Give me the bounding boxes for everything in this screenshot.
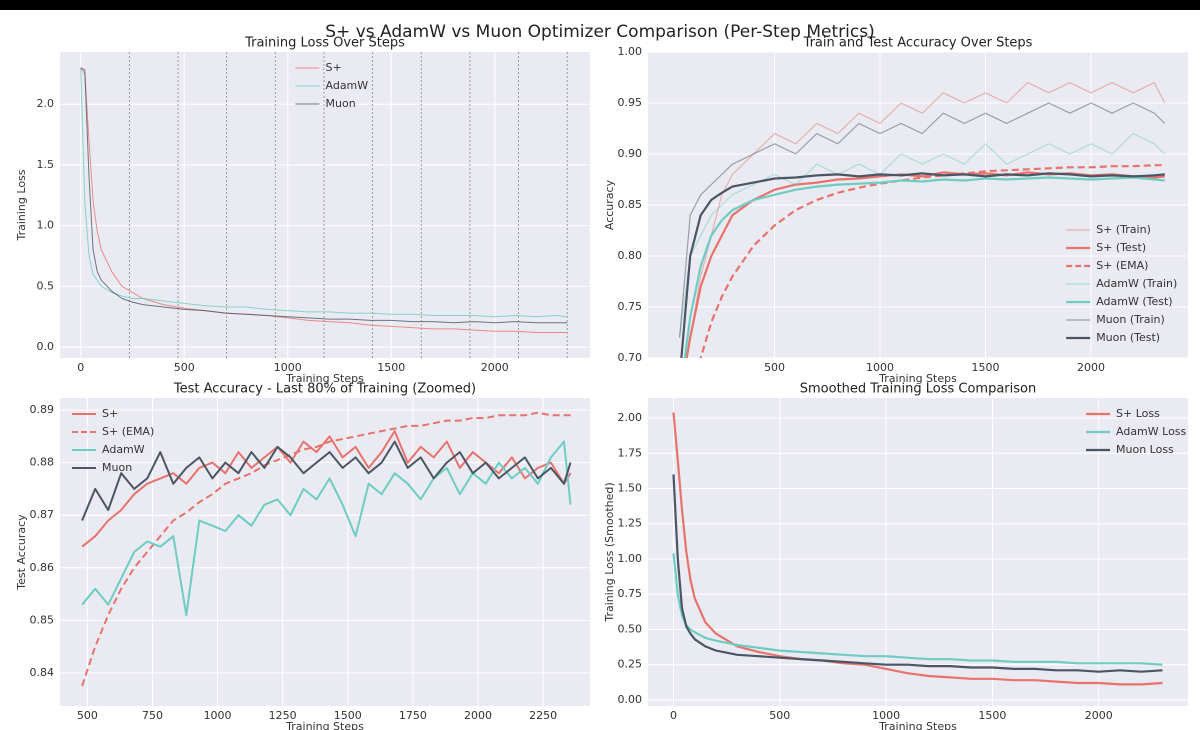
series-line bbox=[81, 440, 572, 617]
y-tick-label: 1.75 bbox=[618, 446, 643, 459]
top-bar bbox=[0, 0, 1200, 10]
y-tick-label: 0.88 bbox=[30, 456, 55, 469]
y-tick-label: 1.00 bbox=[618, 552, 643, 565]
plot-area bbox=[60, 398, 590, 706]
x-tick-label: 500 bbox=[769, 709, 790, 722]
legend-label: AdamW Loss bbox=[1116, 425, 1187, 438]
y-tick-label: 2.00 bbox=[618, 411, 643, 424]
y-tick-label: 0.80 bbox=[618, 249, 643, 262]
legend-label: AdamW bbox=[326, 79, 369, 92]
series-line bbox=[80, 67, 568, 324]
legend-label: S+ (Test) bbox=[1096, 241, 1146, 254]
x-tick-label: 1500 bbox=[377, 361, 405, 374]
x-tick-label: 500 bbox=[174, 361, 195, 374]
y-tick-label: 0.25 bbox=[618, 658, 643, 671]
series-line bbox=[686, 82, 1166, 358]
legend-label: Muon Loss bbox=[1116, 443, 1174, 456]
y-axis-label: Training Loss (Smoothed) bbox=[603, 482, 616, 622]
x-tick-label: 500 bbox=[77, 709, 98, 722]
y-tick-label: 0.5 bbox=[37, 279, 55, 292]
legend-label: S+ Loss bbox=[1116, 407, 1160, 420]
legend-label: S+ (Train) bbox=[1096, 223, 1151, 236]
x-tick-label: 1250 bbox=[269, 709, 297, 722]
y-axis-label: Training Loss bbox=[15, 169, 28, 241]
y-tick-label: 0.75 bbox=[618, 300, 643, 313]
x-tick-label: 2000 bbox=[481, 361, 509, 374]
series-line bbox=[699, 164, 1165, 358]
y-tick-label: 1.00 bbox=[618, 45, 643, 58]
legend-label: AdamW bbox=[102, 443, 145, 456]
y-tick-label: 0.0 bbox=[37, 340, 55, 353]
x-tick-label: 0 bbox=[670, 709, 677, 722]
x-tick-label: 750 bbox=[142, 709, 163, 722]
chart-title: Training Loss Over Steps bbox=[244, 36, 405, 51]
y-tick-label: 0.85 bbox=[30, 613, 55, 626]
legend-label: S+ bbox=[326, 61, 342, 74]
legend-label: S+ (EMA) bbox=[1096, 259, 1148, 272]
series-line bbox=[679, 133, 1166, 338]
y-axis-label: Test Accuracy bbox=[15, 514, 28, 591]
legend-label: Muon bbox=[102, 461, 132, 474]
legend-label: AdamW (Test) bbox=[1096, 295, 1172, 308]
x-tick-label: 0 bbox=[77, 361, 84, 374]
x-tick-label: 1000 bbox=[204, 709, 232, 722]
y-tick-label: 1.5 bbox=[37, 158, 55, 171]
series-line bbox=[672, 553, 1163, 666]
series-line bbox=[679, 102, 1166, 338]
x-tick-label: 1750 bbox=[399, 709, 427, 722]
series-line bbox=[81, 411, 571, 687]
x-tick-label: 2250 bbox=[529, 709, 557, 722]
series-line bbox=[672, 412, 1163, 686]
chart-title: Test Accuracy - Last 80% of Training (Zo… bbox=[173, 382, 476, 397]
y-tick-label: 1.50 bbox=[618, 481, 643, 494]
series-line bbox=[81, 440, 572, 521]
x-tick-label: 2000 bbox=[1085, 709, 1113, 722]
legend-label: Muon (Train) bbox=[1096, 313, 1165, 326]
y-tick-label: 0.87 bbox=[30, 508, 55, 521]
x-axis-label: Training Steps bbox=[878, 720, 957, 730]
y-tick-label: 0.89 bbox=[30, 403, 55, 416]
series-line bbox=[672, 474, 1163, 673]
y-tick-label: 0.75 bbox=[618, 587, 643, 600]
x-tick-label: 1000 bbox=[866, 361, 894, 374]
y-tick-label: 0.90 bbox=[618, 147, 643, 160]
y-tick-label: 1.0 bbox=[37, 219, 55, 232]
plot-area bbox=[648, 398, 1188, 706]
series-line bbox=[80, 67, 568, 318]
y-axis-label: Accuracy bbox=[603, 179, 616, 230]
legend-label: AdamW (Train) bbox=[1096, 277, 1177, 290]
series-line bbox=[680, 172, 1165, 358]
x-tick-label: 1500 bbox=[978, 709, 1006, 722]
chart-title: Train and Test Accuracy Over Steps bbox=[803, 36, 1033, 51]
legend-label: Muon bbox=[326, 97, 356, 110]
y-tick-label: 0.70 bbox=[618, 351, 643, 364]
figure-title: S+ vs AdamW vs Muon Optimizer Comparison… bbox=[325, 22, 874, 42]
y-tick-label: 0.85 bbox=[618, 198, 643, 211]
x-axis-label: Training Steps bbox=[285, 372, 364, 385]
y-tick-label: 0.86 bbox=[30, 561, 55, 574]
x-tick-label: 2000 bbox=[464, 709, 492, 722]
series-line bbox=[683, 176, 1165, 358]
x-tick-label: 1000 bbox=[872, 709, 900, 722]
x-tick-label: 500 bbox=[764, 361, 785, 374]
y-tick-label: 2.0 bbox=[37, 97, 55, 110]
x-tick-label: 1500 bbox=[972, 361, 1000, 374]
x-tick-label: 1000 bbox=[274, 361, 302, 374]
x-tick-label: 1500 bbox=[334, 709, 362, 722]
y-tick-label: 1.25 bbox=[618, 517, 643, 530]
legend-label: Muon (Test) bbox=[1096, 331, 1160, 344]
chart-title: Smoothed Training Loss Comparison bbox=[800, 382, 1036, 397]
x-axis-label: Training Steps bbox=[285, 720, 364, 730]
x-axis-label: Training Steps bbox=[878, 372, 957, 385]
y-tick-label: 0.00 bbox=[618, 693, 643, 706]
x-tick-label: 2000 bbox=[1077, 361, 1105, 374]
y-tick-label: 0.95 bbox=[618, 96, 643, 109]
legend-label: S+ (EMA) bbox=[102, 425, 154, 438]
legend-label: S+ bbox=[102, 407, 118, 420]
y-tick-label: 0.84 bbox=[30, 666, 55, 679]
plot-area bbox=[60, 52, 590, 358]
y-tick-label: 0.50 bbox=[618, 622, 643, 635]
